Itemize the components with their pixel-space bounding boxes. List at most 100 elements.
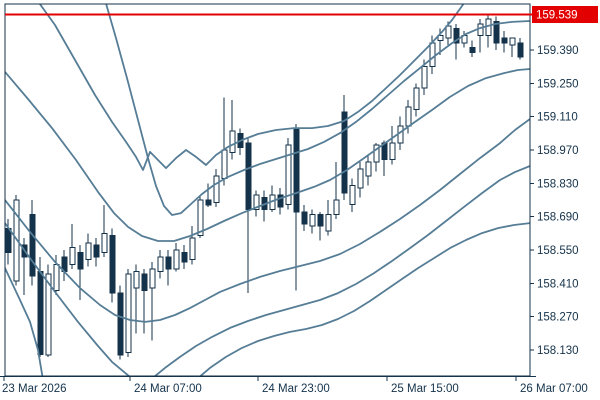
candle — [365, 154, 372, 186]
candle-body — [285, 144, 292, 206]
price-badge-label: 159.539 — [536, 10, 578, 22]
candle-body — [277, 194, 284, 208]
candle — [509, 37, 516, 58]
candle-body — [445, 25, 452, 39]
candle — [253, 190, 260, 217]
candle-body — [477, 23, 484, 37]
candle — [317, 211, 324, 241]
candle-body — [405, 106, 412, 127]
candle — [77, 245, 84, 300]
candle-body — [245, 142, 252, 211]
candle-body — [485, 18, 492, 37]
candle — [389, 126, 396, 165]
candle — [117, 285, 124, 360]
candle-body — [341, 111, 348, 194]
y-axis-label: 158.410 — [537, 278, 579, 290]
candle-body — [69, 247, 76, 265]
candle-body — [365, 161, 372, 177]
candle — [453, 23, 460, 60]
candle — [165, 250, 172, 286]
candle-body — [221, 149, 228, 180]
candle — [213, 169, 220, 208]
candle-body — [125, 273, 132, 353]
candle-body — [429, 42, 436, 68]
y-axis-label: 158.550 — [537, 245, 579, 257]
x-axis-label: 23 Mar 2026 — [2, 383, 67, 395]
candle-body — [421, 66, 428, 89]
candle-body — [53, 263, 60, 291]
candle-body — [149, 268, 156, 289]
candle-body — [197, 199, 204, 237]
candle-body — [309, 213, 316, 227]
candle-body — [509, 37, 516, 46]
candle — [413, 83, 420, 117]
candle — [517, 38, 524, 60]
candle-body — [317, 213, 324, 227]
candles-layer — [5, 14, 524, 360]
indicator-line-band-2 — [105, 4, 530, 216]
x-axis: 23 Mar 2026 24 Mar 07:00 24 Mar 23:00 25 Ma… — [2, 377, 588, 395]
candle — [309, 209, 316, 234]
candle — [189, 226, 196, 265]
candle-body — [189, 237, 196, 261]
candle-body — [229, 130, 236, 153]
candle — [109, 228, 116, 303]
candle-body — [517, 42, 524, 58]
candle-body — [469, 47, 476, 53]
x-axis-label: 25 Mar 15:00 — [391, 383, 459, 395]
candle — [157, 250, 164, 279]
y-axis-label: 158.690 — [537, 212, 579, 224]
indicator-line-band-6 — [5, 222, 530, 376]
candle-body — [133, 270, 140, 289]
candle — [325, 200, 332, 236]
candle-body — [85, 242, 92, 261]
y-axis: 159.390 159.250 159.110 158.970 158.830 158.6… — [530, 45, 579, 357]
x-axis-label: 24 Mar 07:00 — [134, 383, 202, 395]
plot-area[interactable] — [5, 0, 530, 380]
candle — [149, 261, 156, 341]
x-axis-label: 26 Mar 07:00 — [520, 383, 588, 395]
candle-body — [37, 270, 44, 356]
candle-body — [293, 128, 300, 213]
candle — [205, 183, 212, 208]
candle — [93, 238, 100, 267]
price-badge: 159.539 — [532, 6, 598, 23]
candle — [277, 188, 284, 215]
candle-body — [333, 199, 340, 215]
candle-body — [165, 256, 172, 270]
candle-body — [77, 251, 84, 270]
candle-body — [29, 213, 36, 277]
candle — [469, 40, 476, 58]
candle-body — [413, 87, 420, 110]
candle-body — [437, 35, 444, 42]
candle-body — [5, 228, 12, 253]
y-axis-label: 158.130 — [537, 345, 579, 357]
price-badge-bg — [532, 6, 598, 23]
candle-body — [357, 168, 364, 189]
candle — [333, 161, 340, 219]
candle-body — [301, 211, 308, 225]
candle — [373, 142, 380, 172]
candle — [357, 161, 364, 198]
candle-body — [349, 185, 356, 206]
candle-body — [253, 194, 260, 210]
candle-body — [141, 273, 148, 291]
y-axis-label: 159.250 — [537, 78, 579, 90]
candle — [229, 100, 236, 160]
candle-body — [45, 273, 52, 356]
candle — [285, 138, 292, 210]
y-axis-label: 159.110 — [537, 112, 578, 124]
candle-body — [157, 256, 164, 272]
candle-body — [117, 292, 124, 356]
candle — [29, 200, 36, 286]
candle — [501, 31, 508, 53]
candle-body — [325, 213, 332, 232]
candle — [133, 264, 140, 334]
indicator-line-band-3 — [5, 68, 530, 242]
candle-body — [181, 251, 188, 263]
candle-body — [389, 142, 396, 161]
candle-body — [109, 235, 116, 294]
candle — [173, 242, 180, 272]
